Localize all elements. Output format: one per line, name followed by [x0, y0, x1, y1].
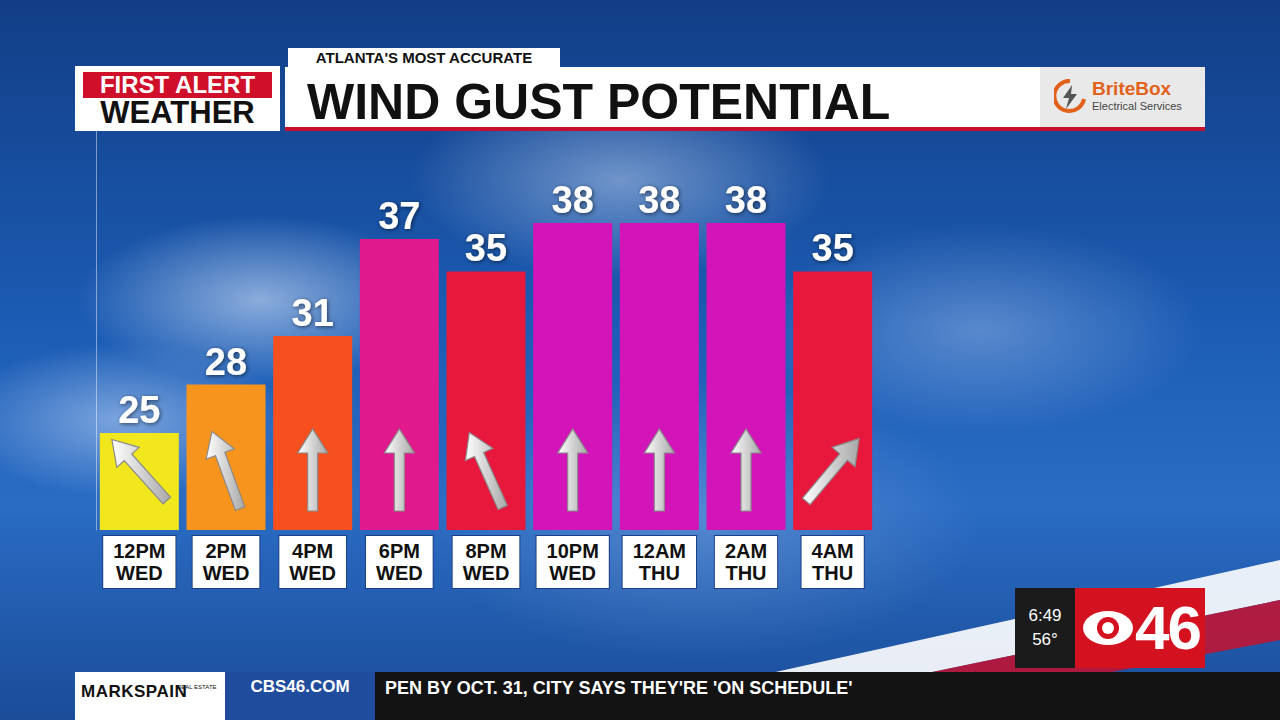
html-text:PEN BY OCT. 31, CITY SAYS THEY: PEN BY OCT. 31, CITY SAYS THEY'RE 'ON SC…	[385, 678, 853, 698]
html-text:46: 46	[1135, 593, 1200, 662]
svg-text:THU: THU	[812, 562, 853, 584]
html-text:CBS46.COM: CBS46.COM	[250, 677, 350, 696]
svg-text:4AM: 4AM	[812, 540, 854, 562]
html-text:WEATHER: WEATHER	[100, 95, 255, 130]
svg-text:WED: WED	[289, 562, 336, 584]
svg-text:4PM: 4PM	[292, 540, 333, 562]
svg-text:2AM: 2AM	[725, 540, 767, 562]
svg-text:38: 38	[552, 179, 594, 221]
html-text:FIRST ALERT: FIRST ALERT	[99, 71, 255, 98]
svg-text:35: 35	[812, 227, 854, 269]
svg-text:35: 35	[465, 227, 507, 269]
svg-text:28: 28	[205, 341, 247, 383]
html-text:MARKSPAIN: MARKSPAIN	[81, 682, 188, 701]
svg-text:WED: WED	[549, 562, 596, 584]
svg-text:8PM: 8PM	[465, 540, 506, 562]
svg-text:2PM: 2PM	[205, 540, 246, 562]
html-text:56°: 56°	[1032, 630, 1058, 649]
svg-text:31: 31	[292, 292, 334, 334]
svg-text:WED: WED	[203, 562, 250, 584]
svg-text:WED: WED	[116, 562, 163, 584]
svg-text:25: 25	[118, 389, 160, 431]
svg-text:WIND GUST POTENTIAL: WIND GUST POTENTIAL	[307, 74, 890, 130]
html-text:ATLANTA'S MOST ACCURATE: ATLANTA'S MOST ACCURATE	[315, 49, 533, 66]
svg-text:WED: WED	[463, 562, 510, 584]
svg-text:37: 37	[378, 195, 420, 237]
svg-text:THU: THU	[725, 562, 766, 584]
svg-text:12PM: 12PM	[113, 540, 165, 562]
html-text:REAL ESTATE: REAL ESTATE	[177, 684, 217, 690]
svg-text:38: 38	[638, 179, 680, 221]
svg-text:12AM: 12AM	[633, 540, 686, 562]
html-text:BriteBox: BriteBox	[1092, 78, 1172, 99]
svg-text:38: 38	[725, 179, 767, 221]
svg-text:6PM: 6PM	[379, 540, 420, 562]
html-text:Electrical Services: Electrical Services	[1092, 100, 1182, 112]
svg-text:10PM: 10PM	[547, 540, 599, 562]
svg-text:THU: THU	[639, 562, 680, 584]
html-text:6:49: 6:49	[1028, 606, 1062, 625]
svg-text:WED: WED	[376, 562, 423, 584]
